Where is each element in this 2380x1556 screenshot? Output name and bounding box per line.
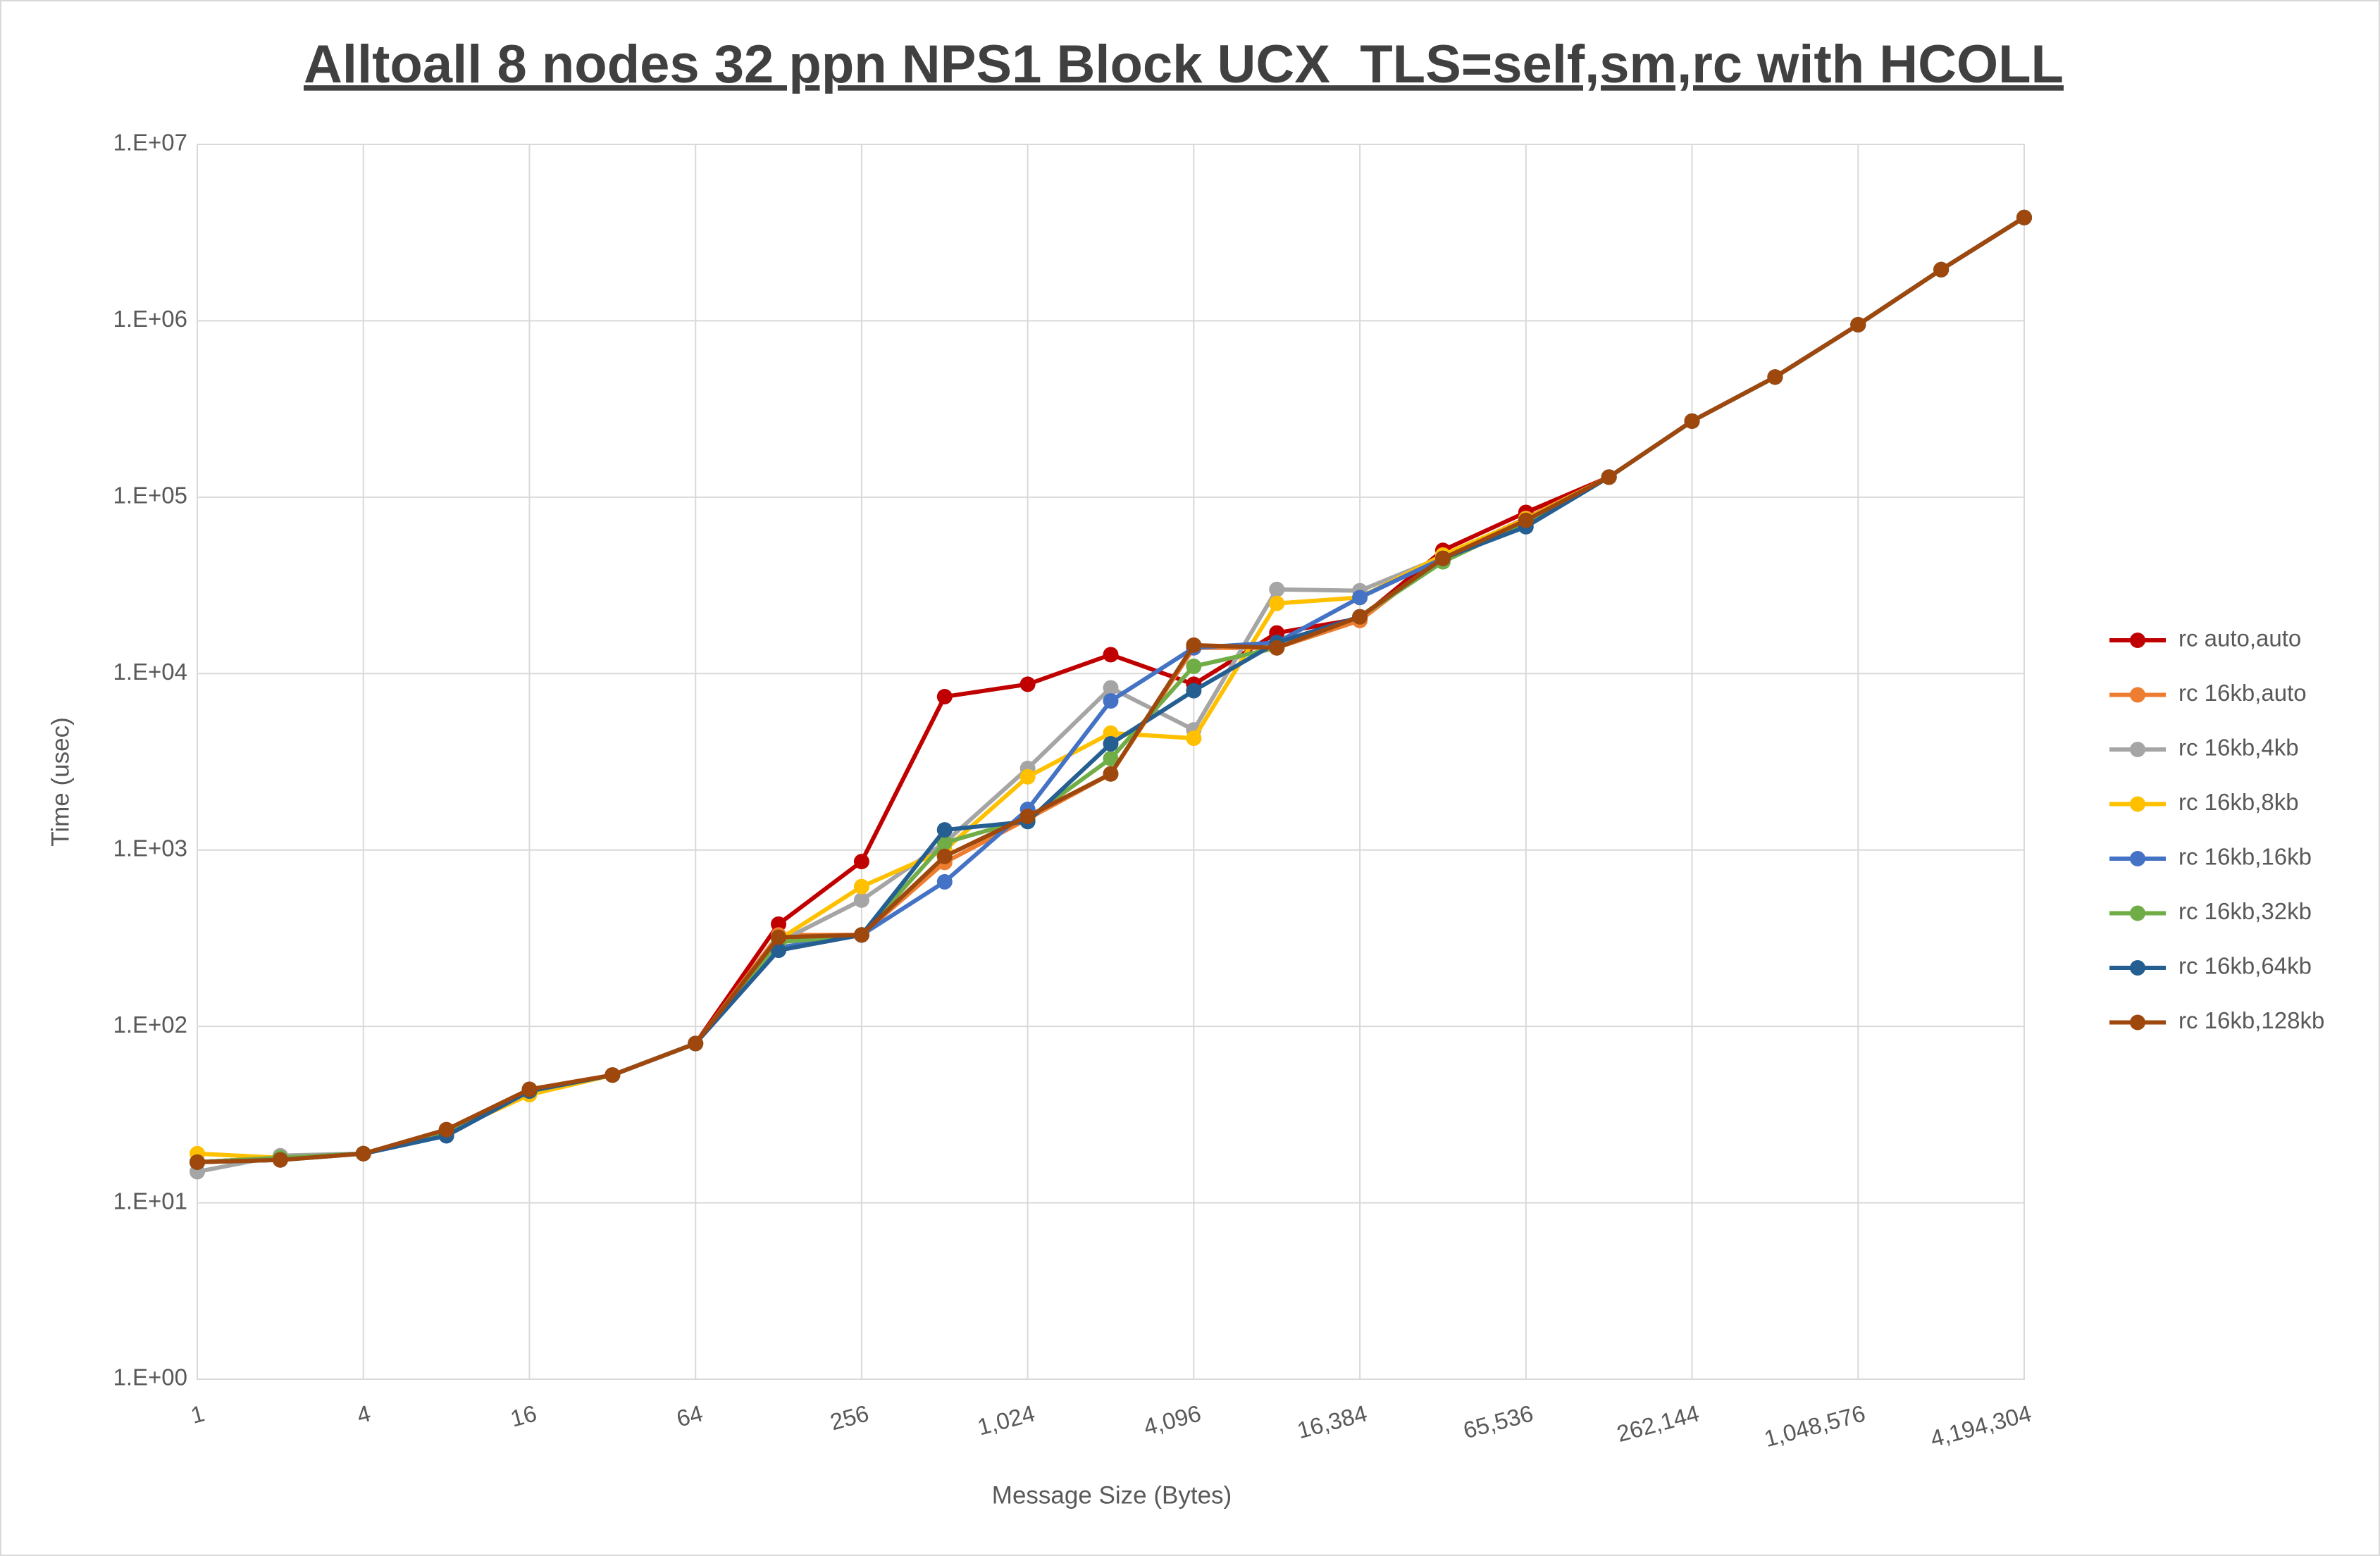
legend-label: rc 16kb,auto: [2178, 680, 2307, 706]
data-point: [936, 689, 953, 705]
legend-label: rc 16kb,8kb: [2178, 789, 2299, 815]
x-axis-title: Message Size (Bytes): [992, 1481, 1232, 1509]
data-point: [1019, 768, 1036, 785]
y-tick-label: 1.E+07: [113, 130, 187, 156]
data-point: [1269, 640, 1285, 656]
data-point: [438, 1121, 454, 1138]
data-point: [853, 892, 869, 908]
data-point: [1186, 730, 1202, 747]
data-point: [1186, 637, 1202, 653]
data-point: [1103, 647, 1119, 663]
data-point: [688, 1035, 704, 1052]
plot-frame: [197, 144, 2025, 1380]
data-point: [1933, 261, 1950, 278]
data-point: [1103, 735, 1119, 752]
data-point: [1269, 595, 1285, 611]
data-point: [1019, 809, 1036, 825]
data-point: [853, 927, 869, 943]
y-tick-label: 1.E+00: [113, 1364, 187, 1390]
data-point: [1850, 317, 1866, 333]
y-tick-label: 1.E+01: [113, 1188, 187, 1214]
data-point: [1019, 676, 1036, 692]
y-tick-label: 1.E+04: [113, 659, 187, 685]
data-point: [853, 854, 869, 870]
legend-marker: [2130, 687, 2145, 703]
data-point: [272, 1152, 288, 1168]
data-point: [1684, 413, 1700, 429]
legend-marker: [2130, 633, 2145, 648]
legend-marker: [2130, 851, 2145, 866]
data-point: [1103, 766, 1119, 782]
data-point: [936, 835, 953, 851]
data-point: [771, 942, 787, 959]
legend-label: rc 16kb,128kb: [2178, 1007, 2324, 1033]
legend-marker: [2130, 796, 2145, 812]
legend-label: rc 16kb,16kb: [2178, 844, 2312, 870]
data-point: [190, 1154, 205, 1170]
legend-marker: [2130, 905, 2145, 921]
y-tick-label: 1.E+06: [113, 306, 187, 332]
data-point: [1103, 680, 1119, 696]
data-point: [1186, 683, 1202, 699]
data-point: [1103, 693, 1119, 709]
y-axis-title: Time (usec): [47, 717, 74, 846]
data-point: [936, 822, 953, 838]
data-point: [936, 873, 953, 890]
data-point: [1352, 590, 1368, 606]
data-point: [355, 1145, 371, 1162]
chart-title: Alltoall 8 nodes 32 ppn NPS1 Block UCX_T…: [304, 35, 2064, 94]
data-point: [1767, 369, 1783, 385]
data-point: [1601, 469, 1617, 485]
y-tick-label: 1.E+02: [113, 1012, 187, 1038]
data-point: [936, 848, 953, 864]
legend-label: rc 16kb,4kb: [2178, 735, 2299, 761]
data-point: [1103, 750, 1119, 766]
y-tick-label: 1.E+05: [113, 483, 187, 509]
data-point: [2016, 209, 2032, 225]
legend-marker: [2130, 1014, 2145, 1031]
legend-label: rc auto,auto: [2178, 625, 2301, 652]
legend-label: rc 16kb,32kb: [2178, 898, 2312, 924]
data-point: [853, 878, 869, 895]
data-point: [1269, 581, 1285, 597]
data-point: [1103, 725, 1119, 741]
legend-marker: [2130, 960, 2145, 976]
data-point: [605, 1067, 621, 1083]
y-tick-label: 1.E+03: [113, 835, 187, 861]
data-point: [521, 1081, 538, 1097]
data-point: [1352, 609, 1368, 625]
data-point: [1186, 658, 1202, 674]
data-point: [1518, 512, 1534, 528]
data-point: [771, 929, 787, 945]
legend-marker: [2130, 742, 2145, 757]
data-point: [1434, 550, 1451, 566]
data-point: [771, 916, 787, 932]
legend-label: rc 16kb,64kb: [2178, 953, 2312, 979]
